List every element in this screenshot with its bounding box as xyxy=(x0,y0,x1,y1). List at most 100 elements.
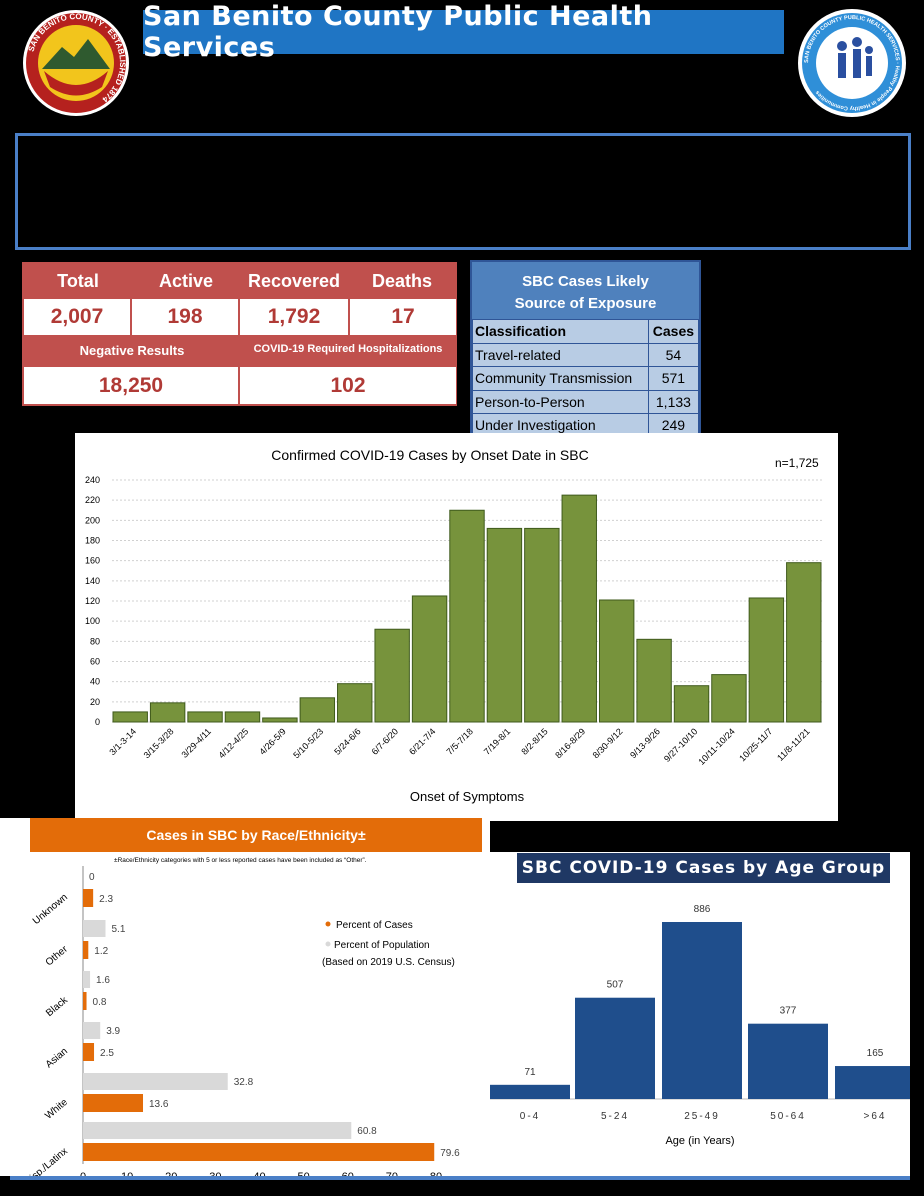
exposure-source-table: SBC Cases Likely Source of Exposure Class… xyxy=(470,260,701,438)
category-label: Other xyxy=(44,943,71,968)
race-footnote: ±Race/Ethnicity categories with 5 or les… xyxy=(114,857,367,864)
age-bar xyxy=(835,1066,910,1099)
population-label: 1.6 xyxy=(96,975,110,986)
y-tick-label: 240 xyxy=(85,475,100,485)
cases-header: Cases xyxy=(647,319,700,344)
population-label: 60.8 xyxy=(357,1126,377,1137)
active-value: 198 xyxy=(132,299,238,335)
onset-bar xyxy=(673,685,710,723)
age-chart: Age (in Years) 71 0-4 507 5-24 886 25-49 377 50… xyxy=(490,904,910,1147)
age-bar xyxy=(748,1023,828,1099)
y-tick-label: 0 xyxy=(95,717,100,727)
onset-bar xyxy=(112,711,148,723)
x-tick-label: 30 xyxy=(209,1171,221,1176)
onset-bar xyxy=(149,702,186,723)
row-label: Person-to-Person xyxy=(472,389,649,414)
x-tick-label: 10 xyxy=(121,1171,133,1176)
population-label: 3.9 xyxy=(106,1026,120,1037)
onset-bar xyxy=(524,527,560,723)
age-value-label: 165 xyxy=(867,1048,884,1059)
cases-bar xyxy=(83,1143,435,1161)
onset-chart-panel: Confirmed COVID-19 Cases by Onset Date i… xyxy=(75,433,838,821)
x-tick-label: 3/1-3-14 xyxy=(107,726,138,757)
row-value: 571 xyxy=(647,366,700,391)
cases-label: 2.3 xyxy=(99,894,113,905)
row-label: Travel-related xyxy=(472,342,649,367)
x-tick-label: 4/12-4/25 xyxy=(216,726,250,760)
y-tick-label: 120 xyxy=(85,596,100,606)
onset-bar xyxy=(486,527,523,723)
race-chart-title: Cases in SBC by Race/Ethnicity± xyxy=(30,818,482,852)
x-tick-label: 7/19-8/1 xyxy=(482,726,512,756)
age-bar xyxy=(662,922,742,1099)
x-tick-label: 60 xyxy=(342,1171,354,1176)
y-tick-label: 220 xyxy=(85,495,100,505)
category-label: Asian xyxy=(44,1046,70,1071)
classification-header: Classification xyxy=(472,319,649,344)
population-label: 32.8 xyxy=(234,1077,254,1088)
row-label: Community Transmission xyxy=(472,366,649,391)
onset-bar xyxy=(711,674,747,723)
deaths-value: 17 xyxy=(350,299,456,335)
x-tick-label: 80 xyxy=(430,1171,442,1176)
population-label: 0 xyxy=(89,872,95,883)
row-value: 1,133 xyxy=(647,389,700,414)
onset-bar xyxy=(374,628,410,723)
y-tick-label: 140 xyxy=(85,576,100,586)
public-health-logo: SAN BENITO COUNTY PUBLIC HEALTH SERVICES… xyxy=(798,9,906,117)
x-tick-label: 0 xyxy=(80,1171,86,1176)
race-chart: ±Race/Ethnicity categories with 5 or les… xyxy=(23,857,460,1176)
population-bar xyxy=(83,1022,101,1039)
x-tick-label: 7/5-7/18 xyxy=(444,726,474,756)
table-row: Community Transmission 571 xyxy=(472,366,700,391)
population-bar xyxy=(83,1073,228,1090)
hospitalizations-label: COVID-19 Required Hospitalizations xyxy=(253,343,443,355)
race-chart-panel: Cases in SBC by Race/Ethnicity± ±Race/Et… xyxy=(0,818,490,1176)
x-tick-label: 40 xyxy=(253,1171,265,1176)
age-value-label: 377 xyxy=(780,1006,797,1017)
legend-population-marker xyxy=(325,941,331,947)
onset-bar xyxy=(598,599,635,723)
legend-note: (Based on 2019 U.S. Census) xyxy=(322,957,455,968)
cases-bar xyxy=(83,1043,95,1061)
x-tick-label: 50 xyxy=(298,1171,310,1176)
cases-bar xyxy=(83,992,87,1010)
onset-bar xyxy=(411,595,448,723)
x-tick-label: 11/8-11/21 xyxy=(775,726,812,763)
onset-chart-title: Confirmed COVID-19 Cases by Onset Date i… xyxy=(271,447,588,463)
x-tick-label: 8/2-8/15 xyxy=(519,726,549,756)
deaths-label: Deaths xyxy=(371,271,433,291)
x-tick-label: 4/26-5/9 xyxy=(257,726,287,756)
exposure-title-2: Source of Exposure xyxy=(514,295,657,312)
active-label: Active xyxy=(158,271,214,291)
footer-divider xyxy=(10,1176,910,1180)
cases-bar xyxy=(83,889,94,907)
population-bar xyxy=(83,971,91,988)
page-title: San Benito County Public Health Services xyxy=(143,1,784,63)
population-bar xyxy=(83,920,106,937)
hospitalizations-value: 102 xyxy=(240,367,456,404)
onset-bar xyxy=(636,638,672,723)
x-tick-label: 10/25-11/7 xyxy=(737,726,774,763)
onset-bar xyxy=(561,494,597,723)
onset-bar xyxy=(786,562,822,723)
total-label: Total xyxy=(57,271,99,291)
age-bar xyxy=(575,997,655,1099)
recovered-label: Recovered xyxy=(247,271,341,291)
case-summary-table: Total Active Recovered Deaths 2,007 198 … xyxy=(22,262,457,406)
x-tick-label: 8/16-8/29 xyxy=(553,726,587,760)
exposure-title-1: SBC Cases Likely xyxy=(522,273,649,290)
x-tick-label: 6/21-7/4 xyxy=(407,726,437,756)
legend-cases: Percent of Cases xyxy=(336,920,413,931)
population-label: 5.1 xyxy=(112,924,126,935)
age-category-label: 25-49 xyxy=(684,1111,720,1122)
x-tick-label: 10/11-10/24 xyxy=(696,726,737,767)
y-tick-label: 200 xyxy=(85,515,100,525)
onset-chart: Confirmed COVID-19 Cases by Onset Date i… xyxy=(85,447,823,804)
age-chart-panel: SBC COVID-19 Cases by Age Group Age (in … xyxy=(490,852,910,1176)
age-bar xyxy=(490,1084,570,1099)
category-label: White xyxy=(43,1097,70,1122)
onset-bar xyxy=(299,697,336,723)
age-chart-title: SBC COVID-19 Cases by Age Group xyxy=(517,853,890,883)
age-value-label: 507 xyxy=(607,980,624,991)
